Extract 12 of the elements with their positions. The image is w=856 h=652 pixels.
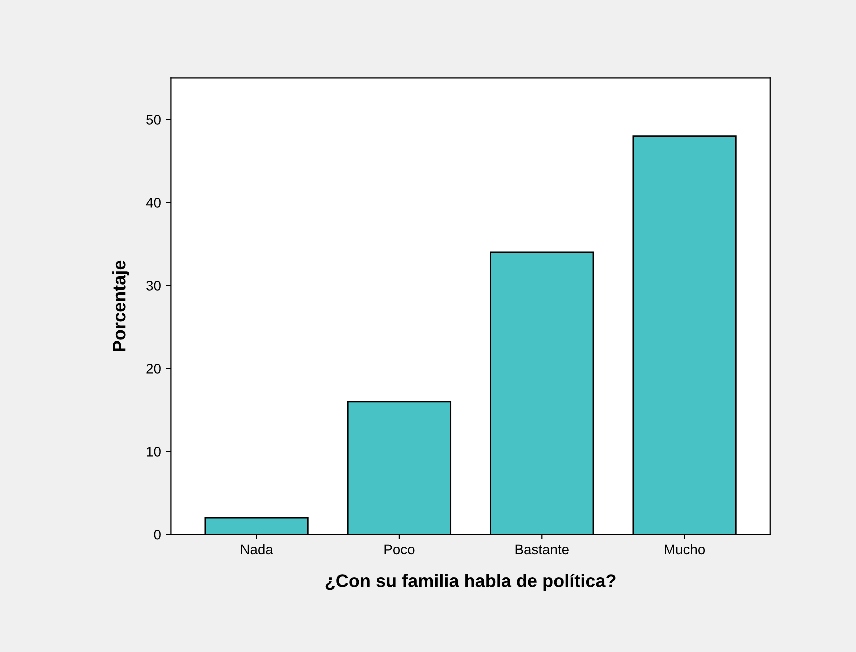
y-tick-label: 0: [154, 530, 161, 540]
y-tick-label: 40: [146, 198, 161, 208]
x-tick-label: Nada: [241, 544, 274, 555]
y-tick-label: 30: [146, 281, 161, 291]
x-tick-label: Mucho: [665, 544, 706, 555]
x-axis-title: ¿Con su familia habla de política?: [326, 574, 616, 591]
x-tick-label: Poco: [384, 544, 415, 555]
x-tick-label: Bastante: [516, 544, 569, 555]
y-tick-label: 10: [147, 446, 161, 457]
y-tick-label: 50: [146, 115, 161, 125]
y-tick-label: 20: [146, 364, 161, 374]
y-axis-title: Porcentaje: [112, 260, 130, 352]
